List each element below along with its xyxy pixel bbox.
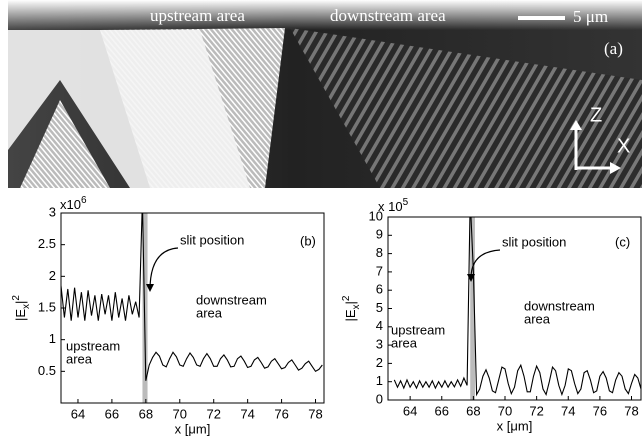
y-label-sub: x xyxy=(21,304,32,309)
y-tick-label: 2 xyxy=(376,355,383,370)
y-label-close: | xyxy=(343,301,358,304)
downstream-label: downstream xyxy=(196,292,267,307)
upstream-label: area xyxy=(66,351,93,366)
x-tick-label: 66 xyxy=(435,403,449,418)
panel-label: (c) xyxy=(615,234,630,249)
y-tick-label: 0.5 xyxy=(38,363,56,378)
y-multiplier-base: x10 xyxy=(60,197,81,212)
x-tick-label: 72 xyxy=(529,403,543,418)
x-arrowhead xyxy=(610,162,621,174)
y-multiplier: x 105 xyxy=(378,197,409,215)
y-tick-label: 5 xyxy=(376,300,383,315)
y-axis-label: |Ex|2 xyxy=(11,295,32,321)
x-tick-label: 72 xyxy=(206,406,220,421)
x-tick-label: 74 xyxy=(240,406,254,421)
y-tick-label: 9 xyxy=(376,227,383,242)
panel-label: (a) xyxy=(604,39,623,58)
slit-arrowhead xyxy=(146,284,154,292)
slit-band xyxy=(470,217,475,400)
y-tick-label: 3 xyxy=(49,204,56,219)
x-tick-label: 70 xyxy=(498,403,512,418)
slit-arrow xyxy=(149,247,179,291)
slit-arrowhead xyxy=(467,274,475,282)
y-tick-label: 2.5 xyxy=(38,236,56,251)
y-label-sup: 2 xyxy=(11,295,22,301)
z-arrowhead xyxy=(570,120,582,130)
downstream-fringes xyxy=(290,28,642,188)
x-tick-label: 76 xyxy=(274,406,288,421)
y-tick-label: 6 xyxy=(376,282,383,297)
z-label: Z xyxy=(590,104,602,126)
y-multiplier: x106 xyxy=(60,195,87,213)
y-tick-label: 7 xyxy=(376,263,383,278)
x-tick-label: 76 xyxy=(593,403,607,418)
x-axis-label: x [μm] xyxy=(497,418,533,433)
scale-label: 5 μm xyxy=(573,7,608,26)
slit-arrow xyxy=(470,249,501,281)
metal-film xyxy=(8,0,642,30)
x-tick-label: 78 xyxy=(624,403,638,418)
y-label-sup: 2 xyxy=(341,295,352,301)
upstream-label: upstream xyxy=(66,338,120,353)
x-tick-label: 64 xyxy=(71,406,85,421)
upstream-label: upstream xyxy=(391,322,445,337)
slit-label: slit position xyxy=(502,234,566,249)
slit-band xyxy=(142,213,148,403)
y-multiplier-exp: 6 xyxy=(81,195,87,206)
x-axis-label: x [μm] xyxy=(175,421,211,436)
y-tick-label: 4 xyxy=(376,318,383,333)
y-tick-label: 10 xyxy=(369,208,383,223)
y-label-base: |E xyxy=(13,309,28,321)
upstream-label: upstream area xyxy=(150,6,245,25)
y-tick-label: 1 xyxy=(49,331,56,346)
upstream-cone xyxy=(20,100,110,188)
downstream-label: downstream xyxy=(524,298,595,313)
upstream-bright xyxy=(8,30,250,188)
upstream-label: area xyxy=(391,335,418,350)
data-line xyxy=(61,213,323,381)
y-label-base: |E xyxy=(343,309,358,321)
slit-label: slit position xyxy=(180,232,244,247)
y-label-sub: x xyxy=(351,304,362,309)
y-tick-label: 1 xyxy=(376,373,383,388)
y-tick-label: 3 xyxy=(376,337,383,352)
y-tick-label: 2 xyxy=(49,268,56,283)
x-tick-label: 64 xyxy=(403,403,417,418)
x-tick-label: 78 xyxy=(308,406,322,421)
y-tick-label: 8 xyxy=(376,245,383,260)
x-tick-label: 66 xyxy=(105,406,119,421)
downstream-label: area xyxy=(196,305,223,320)
x-tick-label: 68 xyxy=(139,406,153,421)
x-tick-label: 68 xyxy=(466,403,480,418)
downstream-label: area xyxy=(524,311,551,326)
y-multiplier-exp: 5 xyxy=(403,197,409,208)
y-label-close: | xyxy=(13,301,28,304)
y-multiplier-base: x 10 xyxy=(378,199,403,214)
x-label: X xyxy=(617,135,630,157)
x-tick-label: 74 xyxy=(561,403,575,418)
y-axis-label: |Ex|2 xyxy=(341,295,362,321)
panel-a: upstream area downstream area 5 μm (a) Z… xyxy=(8,0,642,188)
data-line xyxy=(393,217,641,397)
y-tick-label: 1.5 xyxy=(38,299,56,314)
downstream-label: downstream area xyxy=(330,6,446,25)
x-tick-label: 70 xyxy=(173,406,187,421)
y-tick-label: 0 xyxy=(376,391,383,406)
panel-label: (b) xyxy=(300,233,316,248)
